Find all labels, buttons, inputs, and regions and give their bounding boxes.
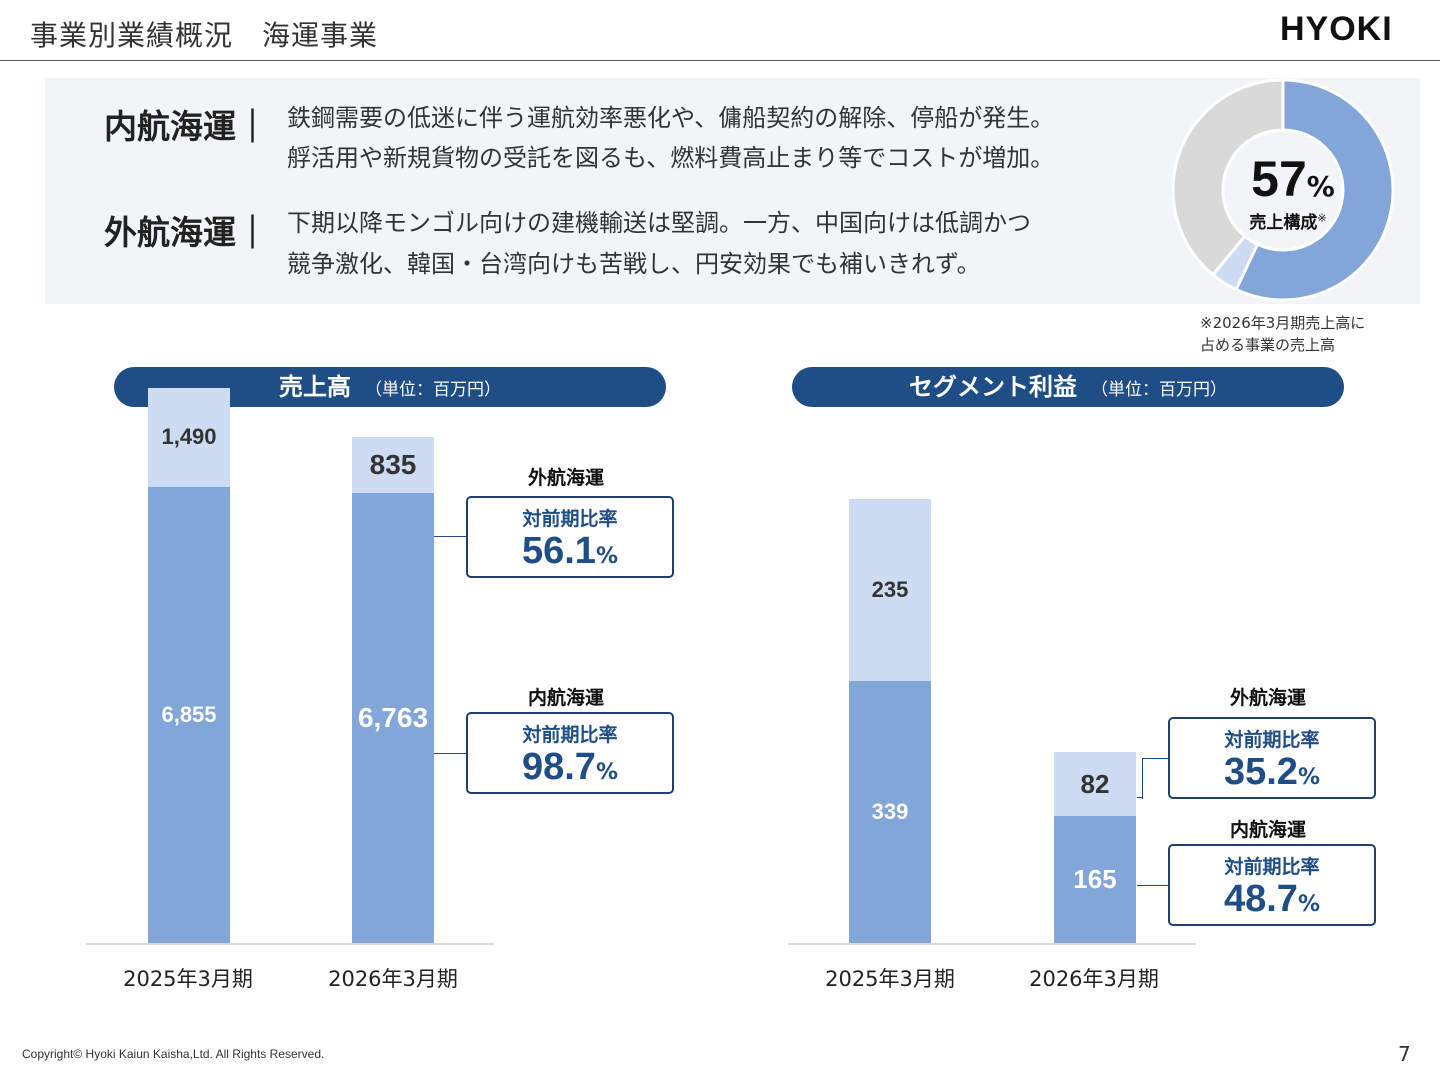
revenue-chart-title: 売上高 <box>279 373 351 401</box>
revenue-domestic-annotation-title: 内航海運 <box>527 687 604 709</box>
profit-intl-ratio-value: 35.2 <box>1223 751 1298 793</box>
profit-intl-ratio-unit: % <box>1297 765 1320 790</box>
revenue-intl-ratio-value: 56.1 <box>521 530 596 572</box>
revenue-domestic-ratio-unit: % <box>595 760 618 785</box>
domestic-shipping-line-1: 鉄鋼需要の低迷に伴う運航効率悪化や、傭船契約の解除、停船が発生。 <box>287 104 1055 132</box>
revenue-value-intl-0: 1,490 <box>161 424 217 450</box>
sales-share-note-mark: ※ <box>1317 211 1327 225</box>
revenue-bar-intl-0 <box>148 387 230 487</box>
profit-intl-annotation-title: 外航海運 <box>1229 687 1306 709</box>
profit-bar-domestic-0 <box>849 681 931 944</box>
profit-domestic-ratio-unit: % <box>1297 892 1320 917</box>
profit-intl-connector-stub <box>1137 797 1143 798</box>
profit-intl-connector <box>1142 758 1169 799</box>
revenue-value-domestic-1: 6,763 <box>357 701 429 733</box>
revenue-chart-unit: （単位：百万円） <box>365 380 501 400</box>
donut-footnote-line-2: 占める事業の売上高 <box>1200 336 1336 354</box>
profit-value-domestic-1: 165 <box>1073 864 1117 895</box>
profit-domestic-ratio-label: 対前期比率 <box>1224 856 1320 878</box>
revenue-value-intl-1: 835 <box>369 448 417 480</box>
profit-domestic-annotation-title: 内航海運 <box>1229 819 1306 841</box>
international-shipping-line-2: 競争激化、韓国・台湾向けも苦戦し、円安効果でも補いきれず。 <box>287 250 981 278</box>
donut-footnote: ※2026年3月期売上高に 占める事業の売上高 <box>1200 312 1365 356</box>
profit-chart-unit: （単位：百万円） <box>1091 380 1227 400</box>
international-shipping-label: 外航海運｜ <box>104 213 269 252</box>
profit-value-domestic-0: 339 <box>871 799 909 825</box>
domestic-shipping-label: 内航海運｜ <box>104 107 269 146</box>
revenue-intl-ratio-unit: % <box>595 544 618 569</box>
revenue-bar-domestic-0 <box>148 487 230 944</box>
company-logo: HYOKI <box>1280 10 1393 48</box>
donut-slice-shipping <box>1234 78 1394 302</box>
donut-footnote-line-1: ※2026年3月期売上高に <box>1200 314 1366 332</box>
revenue-intl-annotation-title: 外航海運 <box>527 467 604 489</box>
sales-share-unit: % <box>1306 170 1335 203</box>
profit-x-label-2025: 2025年3月期 <box>825 967 955 991</box>
profit-value-intl-0: 235 <box>871 576 909 602</box>
sales-share-label: 売上構成※ <box>1228 208 1348 233</box>
revenue-domestic-ratio-box: 対前期比率 98.7% <box>466 712 674 794</box>
revenue-value-domestic-0: 6,855 <box>161 702 217 728</box>
sales-share-label-text: 売上構成 <box>1249 213 1318 233</box>
profit-chart-baseline <box>788 943 1196 945</box>
header-divider <box>0 60 1440 61</box>
profit-bar-intl-0 <box>849 498 931 682</box>
profit-intl-ratio-label: 対前期比率 <box>1224 729 1320 751</box>
profit-domestic-ratio-box: 対前期比率 48.7% <box>1168 844 1376 926</box>
revenue-x-label-2026: 2026年3月期 <box>328 967 458 991</box>
sales-share-value: 57 <box>1251 151 1307 207</box>
sales-share-donut <box>1172 78 1394 302</box>
revenue-bar-intl-1 <box>352 437 434 494</box>
revenue-chart-header: 売上高 （単位：百万円） <box>114 367 666 407</box>
page-title: 事業別業績概況 海運事業 <box>30 19 379 52</box>
revenue-domestic-connector <box>434 753 466 754</box>
revenue-chart-baseline <box>86 943 494 945</box>
profit-bar-intl-1 <box>1054 752 1136 816</box>
profit-domestic-connector <box>1137 885 1168 886</box>
profit-chart-title: セグメント利益 <box>909 373 1077 401</box>
profit-domestic-ratio-value: 48.7 <box>1223 878 1298 920</box>
revenue-x-label-2025: 2025年3月期 <box>123 967 253 991</box>
revenue-intl-connector <box>434 536 466 537</box>
profit-chart-header: セグメント利益 （単位：百万円） <box>792 367 1344 407</box>
domestic-shipping-line-2: 艀活用や新規貨物の受託を図るも、燃料費高止まり等でコストが増加。 <box>287 144 1055 172</box>
revenue-bar-domestic-1 <box>352 493 434 944</box>
profit-value-intl-1: 82 <box>1080 768 1110 799</box>
revenue-intl-ratio-box: 対前期比率 56.1% <box>466 496 674 578</box>
revenue-domestic-ratio-value: 98.7 <box>521 746 596 788</box>
donut-slice-other <box>1172 78 1285 277</box>
international-shipping-line-1: 下期以降モンゴル向けの建機輸送は堅調。一方、中国向けは低調かつ <box>287 209 1031 237</box>
profit-x-label-2026: 2026年3月期 <box>1029 967 1159 991</box>
sales-share-percent: 57% <box>1238 150 1348 208</box>
profit-intl-ratio-box: 対前期比率 35.2% <box>1168 717 1376 799</box>
profit-bar-domestic-1 <box>1054 816 1136 944</box>
revenue-intl-ratio-label: 対前期比率 <box>522 508 618 530</box>
page-number: 7 <box>1398 1042 1411 1066</box>
revenue-domestic-ratio-label: 対前期比率 <box>522 724 618 746</box>
copyright-notice: Copyright© Hyoki Kaiun Kaisha,Ltd. All R… <box>22 1047 325 1061</box>
